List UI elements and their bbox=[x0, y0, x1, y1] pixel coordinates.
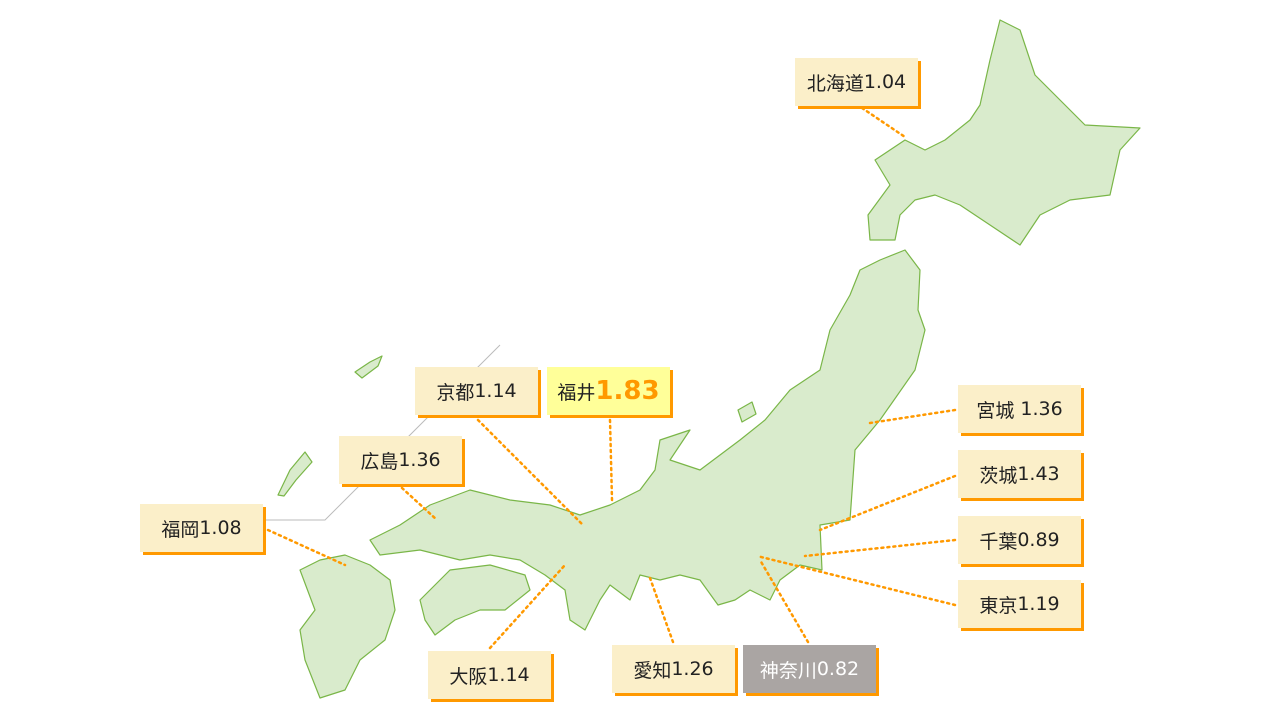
pref-value: 1.26 bbox=[671, 658, 714, 680]
amami-islands bbox=[354, 355, 383, 379]
leader-lines bbox=[266, 106, 957, 650]
pref-value: 1.36 bbox=[1020, 398, 1063, 420]
label-kanagawa: 神奈川 0.82 bbox=[743, 645, 876, 693]
pref-value: 1.14 bbox=[474, 380, 517, 402]
kyushu-region[interactable] bbox=[299, 554, 396, 699]
pref-value: 1.36 bbox=[398, 449, 441, 471]
pref-name: 東京 bbox=[979, 594, 1018, 617]
pref-value: 1.14 bbox=[487, 664, 530, 686]
pref-name: 京都 bbox=[436, 381, 475, 404]
label-kyoto: 京都 1.14 bbox=[415, 367, 538, 415]
pref-value: 1.83 bbox=[595, 376, 660, 406]
pref-value: 1.04 bbox=[863, 71, 907, 93]
pref-name: 茨城 bbox=[979, 464, 1018, 487]
label-tokyo: 東京 1.19 bbox=[958, 580, 1081, 628]
pref-name: 福井 bbox=[557, 381, 596, 404]
pref-value: 1.43 bbox=[1017, 463, 1060, 485]
label-aichi: 愛知 1.26 bbox=[612, 645, 735, 693]
pref-value: 1.19 bbox=[1017, 593, 1060, 615]
hokkaido-region[interactable] bbox=[867, 19, 1141, 246]
pref-name: 北海道 bbox=[806, 72, 864, 95]
pref-name: 愛知 bbox=[633, 659, 672, 682]
label-hiroshima: 広島 1.36 bbox=[339, 436, 462, 484]
label-osaka: 大阪 1.14 bbox=[428, 651, 551, 699]
shikoku-region[interactable] bbox=[419, 564, 531, 636]
pref-name: 福岡 bbox=[161, 518, 200, 541]
sado-island bbox=[737, 401, 757, 423]
pref-value: 0.89 bbox=[1017, 529, 1060, 551]
pref-value: 0.82 bbox=[816, 658, 860, 680]
pref-name: 広島 bbox=[360, 450, 399, 473]
pref-value: 1.08 bbox=[199, 517, 242, 539]
honshu-region[interactable] bbox=[369, 249, 926, 631]
label-fukui: 福井 1.83 bbox=[547, 367, 670, 415]
label-ibaraki: 茨城 1.43 bbox=[958, 450, 1081, 498]
pref-name: 千葉 bbox=[979, 530, 1018, 553]
label-fukuoka: 福岡 1.08 bbox=[140, 504, 263, 552]
pref-name: 大阪 bbox=[449, 665, 488, 688]
label-miyagi: 宮城 1.36 bbox=[958, 385, 1081, 433]
okinawa-islands bbox=[277, 451, 313, 497]
pref-name: 宮城 bbox=[976, 399, 1021, 422]
label-hokkaido: 北海道 1.04 bbox=[795, 58, 918, 106]
pref-name: 神奈川 bbox=[759, 659, 817, 682]
label-chiba: 千葉 0.89 bbox=[958, 516, 1081, 564]
